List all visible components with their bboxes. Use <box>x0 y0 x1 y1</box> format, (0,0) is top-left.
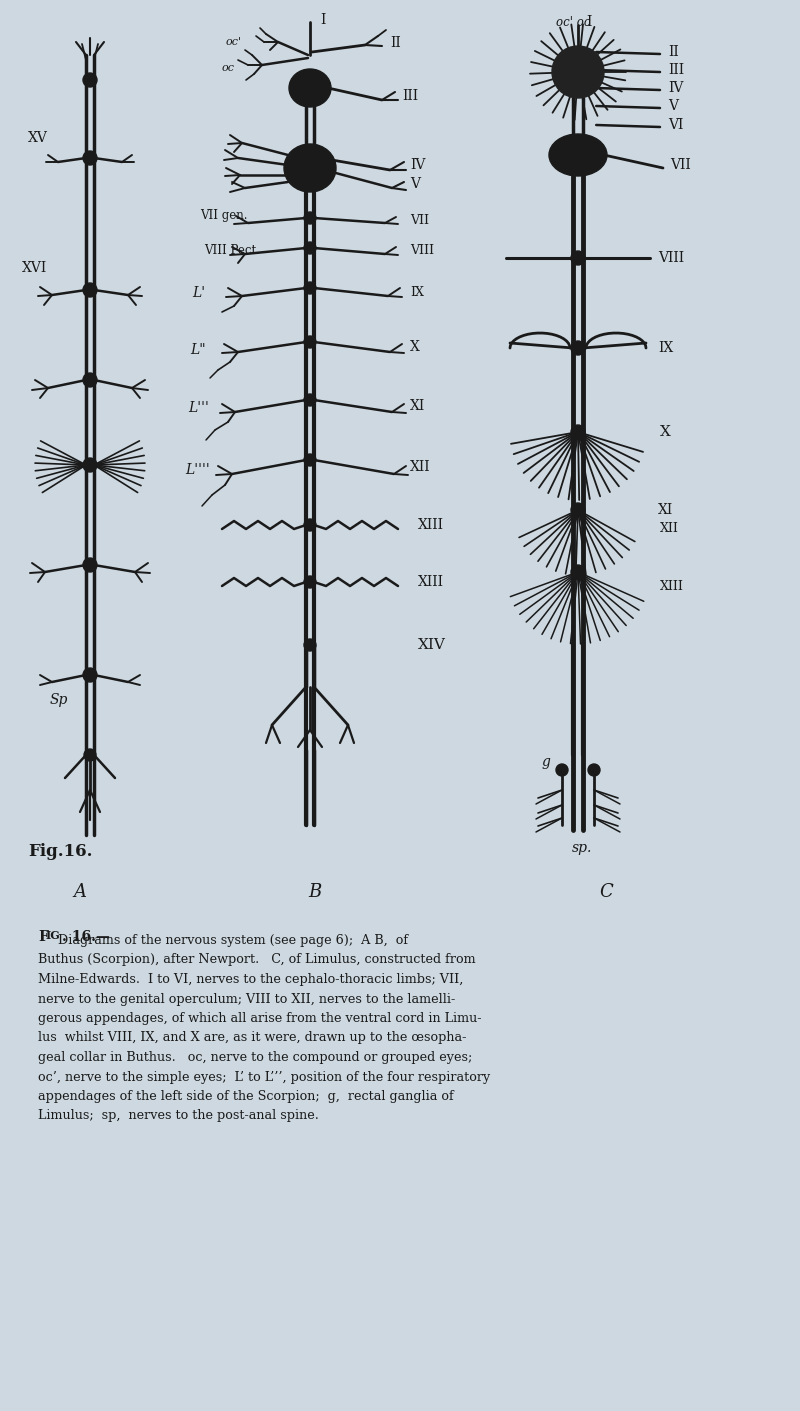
Ellipse shape <box>284 144 336 192</box>
Circle shape <box>304 212 316 224</box>
Text: II: II <box>390 37 401 49</box>
Circle shape <box>556 763 568 776</box>
Circle shape <box>304 282 316 293</box>
Text: VII: VII <box>670 158 690 172</box>
Text: L': L' <box>192 286 205 301</box>
Text: XI: XI <box>410 399 426 413</box>
Circle shape <box>84 749 96 761</box>
Circle shape <box>304 454 316 466</box>
Circle shape <box>83 459 97 473</box>
Text: XVI: XVI <box>22 261 48 275</box>
Text: appendages of the left side of the Scorpion;  g,  rectal ganglia of: appendages of the left side of the Scorp… <box>38 1091 454 1103</box>
Text: g: g <box>541 755 550 769</box>
Text: Fig.16.: Fig.16. <box>28 844 93 861</box>
Text: XII: XII <box>660 522 679 535</box>
Text: XIII: XIII <box>660 580 684 593</box>
Text: VIII Pect.: VIII Pect. <box>204 244 260 257</box>
Text: IX: IX <box>658 341 674 356</box>
Ellipse shape <box>289 69 331 107</box>
Circle shape <box>304 243 316 254</box>
Text: XII: XII <box>410 460 430 474</box>
Text: VIII: VIII <box>410 244 434 257</box>
Ellipse shape <box>552 47 604 97</box>
Text: IG: IG <box>46 930 61 941</box>
Text: IX: IX <box>410 285 424 299</box>
Circle shape <box>83 557 97 571</box>
Text: Milne-Edwards.  I to VI, nerves to the cephalo-thoracic limbs; VII,: Milne-Edwards. I to VI, nerves to the ce… <box>38 974 463 986</box>
Text: VIII: VIII <box>658 251 684 265</box>
Text: I: I <box>586 16 591 30</box>
Circle shape <box>83 667 97 682</box>
Circle shape <box>588 763 600 776</box>
Text: XI: XI <box>658 502 674 516</box>
Text: VI: VI <box>668 119 683 133</box>
Circle shape <box>304 519 316 531</box>
Text: A: A <box>74 883 86 902</box>
Text: IV: IV <box>668 80 683 95</box>
Circle shape <box>83 284 97 296</box>
Text: X: X <box>410 340 420 354</box>
Circle shape <box>83 151 97 165</box>
Text: XIV: XIV <box>418 638 446 652</box>
Text: XV: XV <box>28 131 48 145</box>
Circle shape <box>304 576 316 588</box>
Text: X: X <box>660 425 671 439</box>
Circle shape <box>571 502 585 516</box>
Text: IV: IV <box>410 158 426 172</box>
Text: lus  whilst VIII, IX, and X are, as it were, drawn up to the œsopha-: lus whilst VIII, IX, and X are, as it we… <box>38 1031 466 1044</box>
Text: III: III <box>402 89 418 103</box>
Text: nerve to the genital operculum; VIII to XII, nerves to the lamelli-: nerve to the genital operculum; VIII to … <box>38 992 455 1006</box>
Text: L''': L''' <box>188 401 209 415</box>
Text: V: V <box>410 176 420 190</box>
Circle shape <box>304 336 316 349</box>
Circle shape <box>571 341 585 356</box>
Text: Sp: Sp <box>50 693 68 707</box>
Text: oc': oc' <box>226 37 242 47</box>
Text: geal collar in Buthus.   oc, nerve to the compound or grouped eyes;: geal collar in Buthus. oc, nerve to the … <box>38 1051 472 1064</box>
Text: III: III <box>668 63 684 78</box>
Text: XIII: XIII <box>418 518 444 532</box>
Text: L": L" <box>190 343 206 357</box>
Text: L'''': L'''' <box>185 463 210 477</box>
Text: Limulus;  sp,  nerves to the post-anal spine.: Limulus; sp, nerves to the post-anal spi… <box>38 1109 319 1123</box>
Text: oc: oc <box>222 63 235 73</box>
Text: Buthus (Scorpion), after Newport.   C, of Limulus, constructed from: Buthus (Scorpion), after Newport. C, of … <box>38 954 476 967</box>
Circle shape <box>304 394 316 406</box>
Text: gerous appendages, of which all arise from the ventral cord in Limu-: gerous appendages, of which all arise fr… <box>38 1012 482 1024</box>
Circle shape <box>83 373 97 387</box>
Text: Diagrams of the nervous system (see page 6);  A B,  of: Diagrams of the nervous system (see page… <box>58 934 408 947</box>
Circle shape <box>571 425 585 439</box>
Text: F: F <box>38 930 48 944</box>
Text: VII gen.: VII gen. <box>200 209 247 223</box>
Text: V: V <box>668 99 678 113</box>
Circle shape <box>571 564 585 579</box>
Circle shape <box>83 73 97 87</box>
Text: oc' oc: oc' oc <box>556 16 590 28</box>
Text: . 16.—: . 16.— <box>62 930 110 944</box>
Text: B: B <box>308 883 322 902</box>
Text: oc’, nerve to the simple eyes;  L’ to L’’’, position of the four respiratory: oc’, nerve to the simple eyes; L’ to L’’… <box>38 1071 490 1084</box>
Text: VII: VII <box>410 213 429 227</box>
Circle shape <box>571 251 585 265</box>
Text: I: I <box>320 13 326 27</box>
Circle shape <box>304 639 316 650</box>
Text: II: II <box>668 45 678 59</box>
Text: XIII: XIII <box>418 576 444 588</box>
Text: C: C <box>599 883 613 902</box>
Text: sp.: sp. <box>572 841 592 855</box>
Ellipse shape <box>549 134 607 176</box>
